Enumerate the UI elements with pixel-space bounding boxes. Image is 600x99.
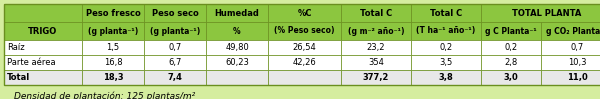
Text: Total C: Total C: [430, 9, 462, 18]
Text: TRIGO: TRIGO: [28, 27, 58, 36]
Text: 23,2: 23,2: [367, 43, 385, 52]
Text: Peso fresco: Peso fresco: [86, 9, 140, 18]
Text: %: %: [233, 27, 241, 36]
Bar: [541, 22, 600, 40]
Text: Raíz: Raíz: [7, 43, 25, 52]
Text: 3,5: 3,5: [439, 58, 452, 67]
Bar: [541, 40, 600, 55]
Text: 377,2: 377,2: [363, 73, 389, 82]
Bar: [206, 22, 268, 40]
Bar: [268, 40, 341, 55]
Text: 42,26: 42,26: [293, 58, 316, 67]
Bar: [144, 40, 206, 55]
Bar: [82, 4, 144, 22]
Bar: [481, 22, 541, 40]
Bar: [341, 55, 411, 70]
Text: 10,3: 10,3: [568, 58, 586, 67]
Text: (g planta⁻¹): (g planta⁻¹): [150, 27, 200, 36]
Text: 1,5: 1,5: [106, 43, 119, 52]
Text: 354: 354: [368, 58, 384, 67]
Bar: [411, 55, 481, 70]
Text: Peso seco: Peso seco: [152, 9, 199, 18]
Bar: [481, 55, 541, 70]
Bar: [411, 70, 481, 85]
Bar: [268, 4, 341, 22]
Text: 3,0: 3,0: [503, 73, 518, 82]
Bar: [82, 40, 144, 55]
Text: 0,7: 0,7: [571, 43, 584, 52]
Text: 60,23: 60,23: [225, 58, 249, 67]
Bar: [541, 55, 600, 70]
Text: 26,54: 26,54: [293, 43, 316, 52]
Text: (T ha⁻¹ año⁻¹): (T ha⁻¹ año⁻¹): [416, 27, 476, 36]
Bar: [411, 4, 481, 22]
Text: 18,3: 18,3: [103, 73, 124, 82]
Bar: [144, 22, 206, 40]
Text: Parte aérea: Parte aérea: [7, 58, 56, 67]
Bar: [341, 70, 411, 85]
Text: 0,2: 0,2: [439, 43, 452, 52]
Text: Total: Total: [7, 73, 30, 82]
Bar: [82, 70, 144, 85]
Text: Humedad: Humedad: [215, 9, 259, 18]
Bar: [4, 4, 82, 22]
Text: 7,4: 7,4: [167, 73, 182, 82]
Text: 2,8: 2,8: [505, 58, 518, 67]
Text: g C Planta⁻¹: g C Planta⁻¹: [485, 27, 537, 36]
Text: 11,0: 11,0: [566, 73, 587, 82]
Text: 0,7: 0,7: [169, 43, 182, 52]
Text: 0,2: 0,2: [505, 43, 518, 52]
Bar: [481, 40, 541, 55]
Bar: [206, 4, 268, 22]
Bar: [4, 40, 82, 55]
Bar: [144, 4, 206, 22]
Text: (g planta⁻¹): (g planta⁻¹): [88, 27, 138, 36]
Bar: [268, 55, 341, 70]
Bar: [341, 22, 411, 40]
Bar: [341, 40, 411, 55]
Bar: [541, 70, 600, 85]
Bar: [4, 55, 82, 70]
Text: Densidad de plantación: 125 plantas/m²: Densidad de plantación: 125 plantas/m²: [14, 91, 195, 99]
Bar: [4, 70, 82, 85]
Bar: [206, 55, 268, 70]
Text: g CO₂ Planta⁻¹: g CO₂ Planta⁻¹: [546, 27, 600, 36]
Bar: [82, 55, 144, 70]
Text: %C: %C: [297, 9, 312, 18]
Bar: [268, 22, 341, 40]
Bar: [411, 22, 481, 40]
Text: TOTAL PLANTA: TOTAL PLANTA: [512, 9, 581, 18]
Bar: [144, 70, 206, 85]
Text: (% Peso seco): (% Peso seco): [274, 27, 335, 36]
Text: (g m⁻² año⁻¹): (g m⁻² año⁻¹): [348, 27, 404, 36]
Bar: [411, 40, 481, 55]
Text: Total C: Total C: [360, 9, 392, 18]
Text: 49,80: 49,80: [225, 43, 249, 52]
Bar: [206, 40, 268, 55]
Bar: [4, 22, 82, 40]
Bar: [481, 70, 541, 85]
Text: 16,8: 16,8: [104, 58, 122, 67]
Bar: [341, 4, 411, 22]
Bar: [206, 70, 268, 85]
Bar: [481, 4, 600, 22]
Bar: [268, 70, 341, 85]
Bar: [144, 55, 206, 70]
Bar: [82, 22, 144, 40]
Text: 3,8: 3,8: [439, 73, 454, 82]
Text: 6,7: 6,7: [169, 58, 182, 67]
Bar: [4, 4, 600, 85]
